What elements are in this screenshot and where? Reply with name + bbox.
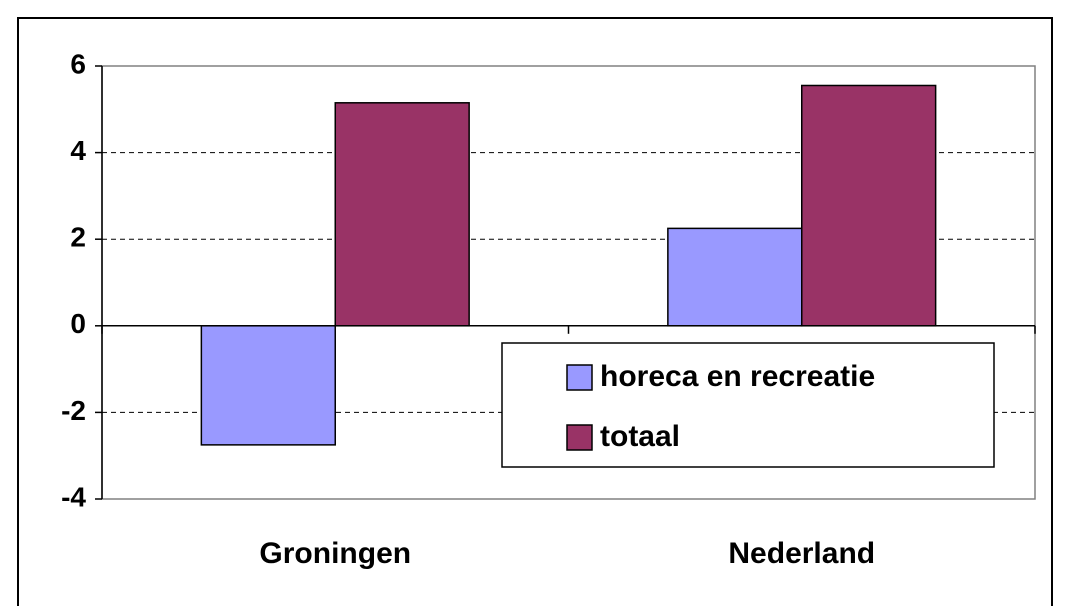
- y-tick-label: 4: [70, 135, 86, 166]
- bar: [801, 84, 937, 327]
- y-tick-label: 0: [70, 308, 86, 339]
- x-tick-label: Nederland: [728, 537, 875, 570]
- legend-label: totaal: [600, 420, 680, 453]
- legend-label: horeca en recreatie: [600, 360, 875, 393]
- x-tick-label: Groningen: [259, 537, 411, 570]
- y-tick-label: -4: [61, 481, 86, 512]
- y-tick-label: 2: [70, 222, 86, 253]
- legend-box: [501, 342, 995, 468]
- legend-swatch: [566, 424, 593, 451]
- bar: [667, 227, 803, 327]
- bar: [200, 325, 336, 446]
- bar: [334, 102, 470, 327]
- y-tick-label: -2: [61, 395, 86, 426]
- legend-swatch: [566, 364, 593, 391]
- y-tick-label: 6: [70, 48, 86, 79]
